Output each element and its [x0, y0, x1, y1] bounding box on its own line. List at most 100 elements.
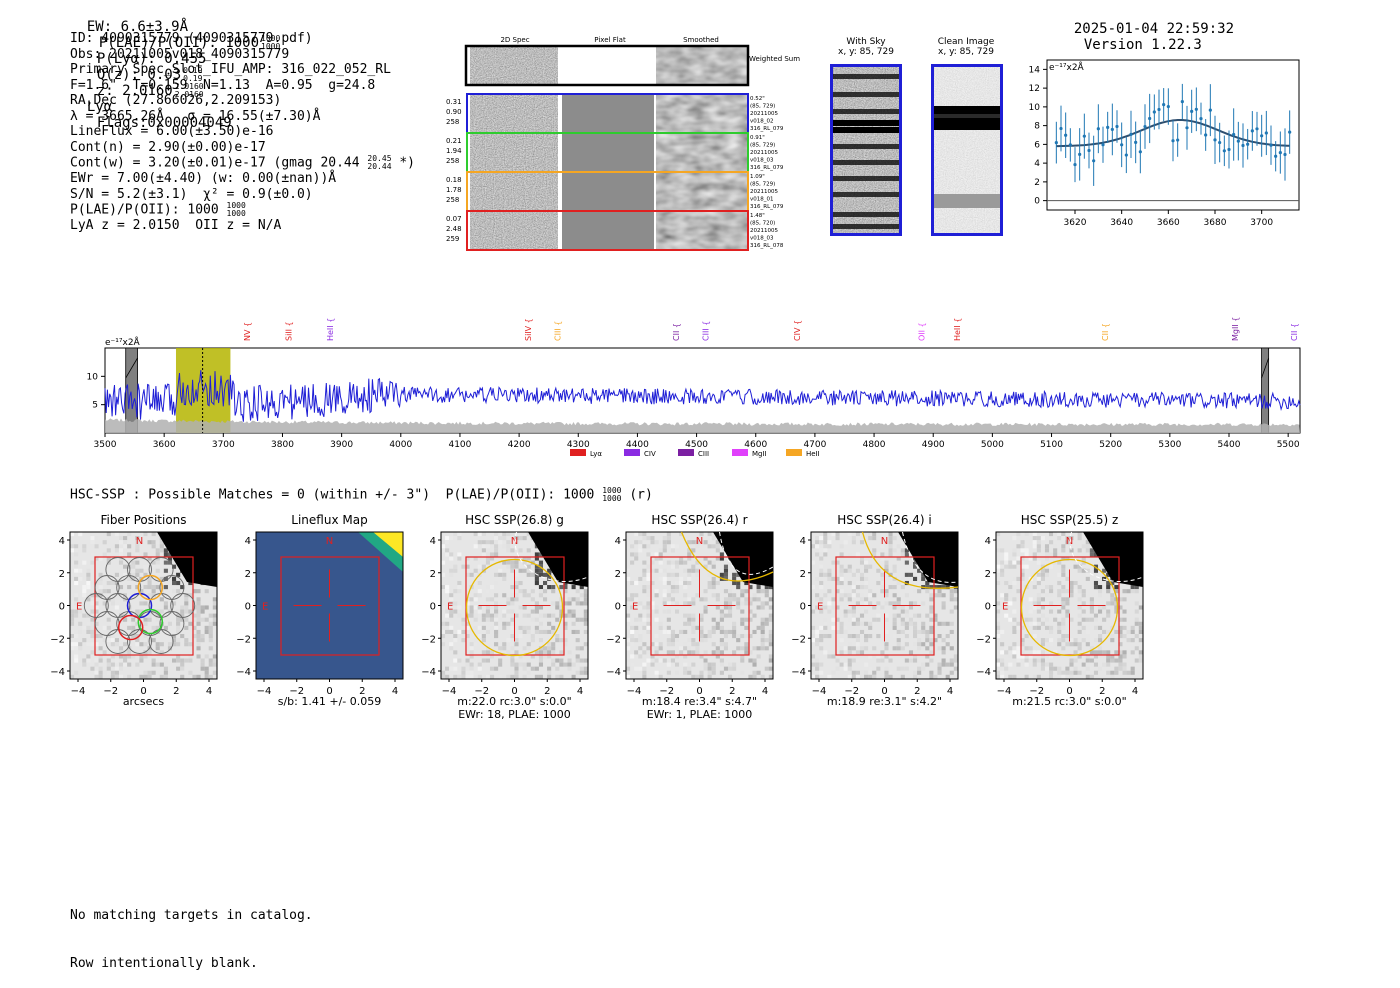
line-label-heii-2: HeII {: [326, 318, 335, 341]
hsc-header: HSC-SSP : Possible Matches = 0 (within +…: [70, 486, 653, 503]
col-header-pixelflat: Pixel Flat: [594, 36, 626, 44]
zoom-point: [1110, 127, 1114, 132]
search-box-4: [835, 556, 935, 656]
hsc-panel-5: HSC SSP(25.5) z N E 4 2 0 −2 −4 −4 −2 0 2 4 m:21.5 rc…: [976, 510, 1156, 725]
zoom-point: [1222, 149, 1226, 153]
fiber-circle: [105, 557, 131, 582]
zoom-point: [1199, 116, 1203, 121]
plae-value: P(LAE)/P(OII): 1000: [98, 35, 260, 51]
hsc-panel-4: HSC SSP(26.4) i N E 4 2 0 −2 −4 −4 −2 0 2 4 m:18.9 re…: [791, 510, 971, 725]
cutout-right-1-1: (85, 729): [750, 143, 775, 149]
zoom-point: [1171, 139, 1175, 143]
zoom-point: [1250, 129, 1254, 133]
zoom-point: [1143, 124, 1147, 129]
hsc-xtick-2-2: 0: [511, 686, 517, 697]
zoom-point: [1283, 152, 1287, 157]
hsc-xtick-5-0: −4: [997, 686, 1012, 697]
zoom-point: [1260, 134, 1264, 138]
legend-label-0: Lyα: [590, 450, 602, 458]
fiber-circle: [83, 593, 109, 618]
zoom-point: [1120, 143, 1124, 147]
cutout-right-2-1: (85, 729): [750, 182, 775, 188]
zoom-point: [1288, 130, 1292, 134]
cutout-smoothed-3: [656, 212, 747, 249]
hsc-xtick-1-4: 4: [392, 686, 398, 697]
legend-swatch-1: [624, 449, 640, 456]
version: Version 1.22.3: [1083, 37, 1202, 53]
cutout-left-1-2: 258: [446, 157, 459, 165]
spectrum-xtick-2: 3700: [212, 440, 235, 450]
hsc-ytick-5-4: −4: [976, 667, 991, 678]
zoom-point: [1194, 107, 1198, 111]
plya-value: P(Lyα): 0.455: [96, 51, 207, 67]
hsc-panels: Fiber Positions N E 4 2 0 −2 −4 −4 −2 0 2 4 arcsecs Li…: [50, 510, 1170, 730]
zoom-point: [1241, 143, 1245, 148]
zoom-ytick-6: 12: [1029, 84, 1040, 94]
hsc-ytick-2-4: −4: [421, 667, 436, 678]
fiber-green: [137, 608, 164, 635]
north-label-3: N: [696, 536, 703, 547]
spectral-cutouts: 2D Spec Pixel Flat Smoothed Weighted Sum…: [440, 33, 800, 258]
svg-text:CIII {: CIII {: [701, 321, 710, 341]
svg-text:SiIV {: SiIV {: [524, 318, 533, 341]
zoom-point: [1208, 108, 1212, 112]
zoom-point: [1115, 124, 1119, 129]
line-label-heii-9: HeII {: [953, 318, 962, 341]
hsc-xtick-2-0: −4: [442, 686, 457, 697]
col-header-smoothed: Smoothed: [683, 36, 719, 44]
hsc-panel-title-1: Lineflux Map: [291, 513, 368, 527]
svg-text:CII {: CII {: [1290, 323, 1299, 341]
east-label-1: E: [262, 602, 268, 613]
line-label-oii-8: OII {: [917, 322, 926, 341]
cutout-right-0-3: v018_02: [750, 119, 774, 125]
hsc-xtick-3-3: 2: [729, 686, 735, 697]
hsc-ytick-3-3: −2: [606, 634, 621, 645]
info-obs: Obs: 20211005v018_4090315779: [70, 46, 290, 62]
north-label-5: N: [1066, 536, 1073, 547]
north-label-1: N: [326, 536, 333, 547]
cutout-right-0-1: (85, 729): [750, 104, 775, 110]
col-header-2dspec: 2D Spec: [500, 36, 529, 44]
spectrum-ytick-1: 10: [87, 372, 99, 382]
cutout-left-2-0: 0.18: [446, 176, 462, 184]
zoom-xtick-1: 3640: [1110, 218, 1133, 228]
zoom-point: [1101, 143, 1105, 147]
error-spectrum: [105, 418, 1300, 433]
hsc-panel-caption-0: arcsecs: [122, 695, 165, 708]
hsc-panel-title-2: HSC SSP(26.8) g: [465, 513, 564, 527]
spectrum-unit-label: e⁻¹⁷x2Å: [105, 336, 141, 348]
hsc-ytick-4-0: 4: [800, 536, 806, 547]
clean-image-title: Clean Image x, y: 85, 729: [937, 37, 995, 57]
spectrum-xtick-5: 4000: [389, 440, 412, 450]
fiber-circle: [105, 629, 131, 654]
hsc-ytick-5-2: 0: [985, 602, 991, 613]
hsc-xtick-0-4: 4: [206, 686, 212, 697]
svg-text:CII {: CII {: [1101, 323, 1110, 341]
source-contour-4: [902, 531, 959, 583]
zoom-point: [1148, 116, 1152, 121]
spectrum-xtick-14: 4900: [922, 440, 945, 450]
east-label-5: E: [1002, 602, 1008, 613]
info-lya-z: LyA z = 2.0150 OII z = N/A: [70, 218, 282, 233]
bright-source-2: [528, 532, 588, 587]
zoom-point: [1152, 110, 1156, 114]
ew-value: EW: 6.6±3.9Å: [86, 19, 189, 35]
zoom-point: [1162, 103, 1166, 107]
zoom-point: [1064, 133, 1068, 137]
legend-label-4: HeII: [806, 450, 820, 458]
cutout-left-1-1: 1.94: [446, 147, 462, 155]
cutout-left-0-1: 0.90: [446, 108, 462, 116]
zoom-point: [1124, 153, 1128, 157]
hsc-ytick-1-1: 2: [245, 569, 251, 580]
hsc-ytick-2-3: −2: [421, 634, 436, 645]
hsc-ytick-2-1: 2: [430, 569, 436, 580]
cutout-right-2-4: 316_RL_079: [750, 204, 784, 210]
zoom-point: [1059, 126, 1063, 131]
search-box-0: [94, 556, 194, 656]
cutout-right-1-0: 0.91": [750, 135, 765, 141]
hsc-xtick-0-0: −4: [71, 686, 86, 697]
hsc-xtick-0-1: −2: [103, 686, 118, 697]
zoom-point: [1106, 125, 1110, 129]
hsc-ytick-0-1: 2: [59, 569, 65, 580]
zoom-point: [1157, 107, 1161, 112]
